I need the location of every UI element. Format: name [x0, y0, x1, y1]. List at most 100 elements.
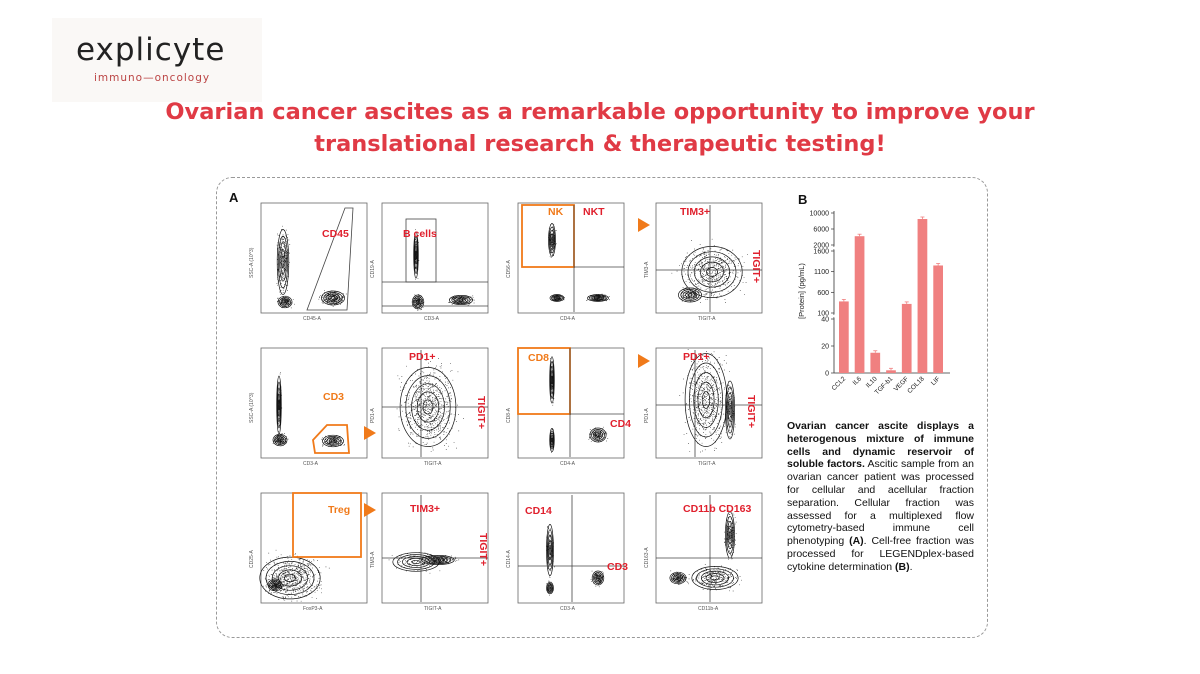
flow-plot-svg — [655, 492, 763, 604]
x-axis-label: TIGIT-A — [698, 461, 716, 467]
gate-label-cd3-r3: CD3 — [607, 561, 629, 573]
gate-label-pd1-r2b: PD1+ — [683, 351, 710, 363]
flow-plot-svg — [655, 202, 763, 314]
headline-line-1: Ovarian cancer ascites as a remarkable o… — [165, 99, 1035, 125]
flow-plot-p10: TIGIT-A TIM3-A — [370, 490, 491, 612]
flow-plot-svg — [260, 347, 368, 459]
gate-arrow — [364, 503, 376, 517]
flow-plot-svg — [517, 347, 625, 459]
panel-b-label: B — [798, 192, 808, 207]
x-axis-label: CD4-A — [560, 461, 576, 467]
y-tick-label: 1100 — [814, 269, 829, 276]
logo-wordmark: explicyte — [76, 32, 226, 68]
flow-plot-svg — [655, 347, 763, 459]
y-axis-label: TIM3-A — [370, 551, 376, 568]
flow-plot-p4: TIGIT-A TIM3-A — [644, 200, 765, 322]
bar-ccl2 — [839, 301, 849, 373]
logo-tagline: immuno—oncology — [94, 72, 211, 84]
y-tick-label: 40 — [821, 317, 829, 324]
gate-label-tigit-r3: TIGIT+ — [477, 533, 489, 566]
gate-label-cd3: CD3 — [323, 391, 345, 403]
y-tick-label: 20 — [821, 344, 829, 351]
caption-body-2: . Cell-free fraction was processed for L… — [787, 535, 974, 573]
gate-arrow — [638, 354, 650, 368]
company-logo: explicyte immuno—oncology — [52, 18, 262, 102]
flow-plot-svg — [260, 202, 368, 314]
gate-label-tim3-r3: TIM3+ — [410, 503, 441, 515]
y-tick-label: 10000 — [810, 211, 830, 218]
flow-plot-svg — [517, 492, 625, 604]
x-axis-label: TIGIT-A — [698, 316, 716, 322]
gate-label-cd11b-cd163: CD11b CD163 — [683, 503, 752, 515]
x-axis-label: TIGIT-A — [424, 606, 442, 612]
gate-label-tigit-r1: TIGIT+ — [750, 250, 762, 283]
gate-label-cd4: CD4 — [610, 418, 632, 430]
flow-plot-p1: CD45-A SSC-A (10^3) — [249, 200, 370, 322]
x-tick-label: TGF-b1 — [874, 375, 895, 396]
x-tick-label: IL6 — [852, 375, 864, 387]
bar-vegf — [901, 303, 912, 373]
caption-body-1: Ascitic sample from an ovarian cancer pa… — [787, 458, 974, 548]
gate-label-bcells: B cells — [403, 228, 437, 240]
y-axis-label: CD163-A — [644, 547, 650, 568]
x-axis-label: CD4-A — [560, 316, 576, 322]
flow-plot-p12: CD11b-A CD163-A — [644, 490, 765, 612]
y-axis-label: TIM3-A — [644, 261, 650, 278]
flow-plot-p8: TIGIT-A PD1-A — [644, 345, 765, 467]
y-axis-label: CD8-A — [506, 407, 512, 423]
caption-ref-a: (A) — [849, 535, 864, 548]
gate-label-tigit-r2b: TIGIT+ — [745, 395, 757, 428]
y-tick-label: 100 — [817, 311, 829, 318]
x-tick-label: COL18 — [906, 375, 926, 395]
panel-a-label: A — [229, 190, 239, 205]
x-axis-label: CD45-A — [303, 316, 321, 322]
flow-plot-p5: CD3-A SSC-A (10^3) — [249, 345, 370, 467]
y-axis-label: PD1-A — [370, 408, 376, 423]
x-axis-label: CD11b-A — [698, 606, 719, 612]
gate-arrow — [638, 218, 650, 232]
gate-label-treg: Treg — [328, 504, 351, 516]
y-tick-label: 600 — [817, 290, 829, 297]
flow-plot-p3: CD4-A CD56-A — [506, 200, 627, 322]
flow-plot-p6: TIGIT-A PD1-A — [370, 345, 491, 467]
bar-il6 — [854, 236, 865, 373]
flow-plot-svg — [517, 202, 625, 314]
y-axis-label: CD19-A — [370, 260, 376, 278]
y-tick-label: 2000 — [813, 243, 829, 250]
gate-label-tim3-r1: TIM3+ — [680, 206, 711, 218]
bar-tgf-b1 — [886, 370, 896, 373]
y-axis-label: SSC-A (10^3) — [249, 392, 255, 423]
gate-label-tigit-r2a: TIGIT+ — [475, 396, 487, 429]
gate-label-nk: NK — [548, 206, 564, 218]
y-axis-label: CD14-A — [506, 550, 512, 568]
y-axis-label: CD56-A — [506, 260, 512, 278]
flow-plot-p7: CD4-A CD8-A — [506, 345, 627, 467]
cytokine-bar-chart: 10000 6000 2000 1600 1100 600 100 40 20 0 CCL2 IL6 I… — [790, 195, 960, 405]
x-tick-label: CCL2 — [831, 375, 848, 392]
gate-arrow — [364, 426, 376, 440]
bar-col18 — [917, 219, 928, 373]
y-tick-label: 6000 — [813, 227, 829, 234]
caption-end: . — [909, 560, 913, 573]
gate-label-pd1-r2a: PD1+ — [409, 351, 436, 363]
flow-plot-svg — [259, 492, 368, 604]
y-axis-label: PD1-A — [644, 408, 650, 423]
flow-plot-p11: CD3-A CD14-A — [506, 490, 627, 612]
flow-plot-svg — [381, 202, 489, 314]
x-axis-label: CD3-A — [303, 461, 319, 467]
headline-line-2: translational research & therapeutic tes… — [314, 131, 886, 157]
y-tick-label: 0 — [825, 371, 829, 378]
y-axis-label: SSC-A (10^3) — [249, 247, 255, 278]
gate-label-nkt: NKT — [583, 206, 605, 218]
flow-plot-svg — [381, 347, 489, 459]
flow-plot-svg — [381, 492, 489, 604]
x-axis-label: CD3-A — [424, 316, 440, 322]
x-axis-label: FoxP3-A — [303, 606, 323, 612]
gate-label-cd14: CD14 — [525, 505, 552, 517]
flow-plot-p2: CD3-A CD19-A — [370, 200, 491, 322]
flow-plot-p9: FoxP3-A CD25-A — [249, 490, 370, 612]
bar-lif — [933, 265, 943, 373]
x-axis-label: TIGIT-A — [424, 461, 442, 467]
gate-label-cd8: CD8 — [528, 352, 550, 364]
